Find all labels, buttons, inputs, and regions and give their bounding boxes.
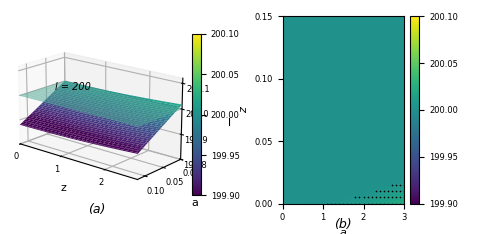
Text: (b): (b): [334, 218, 352, 231]
X-axis label: z: z: [60, 183, 66, 193]
X-axis label: a: a: [340, 228, 346, 234]
Y-axis label: a: a: [192, 197, 198, 208]
Text: (a): (a): [88, 203, 105, 216]
Y-axis label: z: z: [239, 107, 249, 113]
